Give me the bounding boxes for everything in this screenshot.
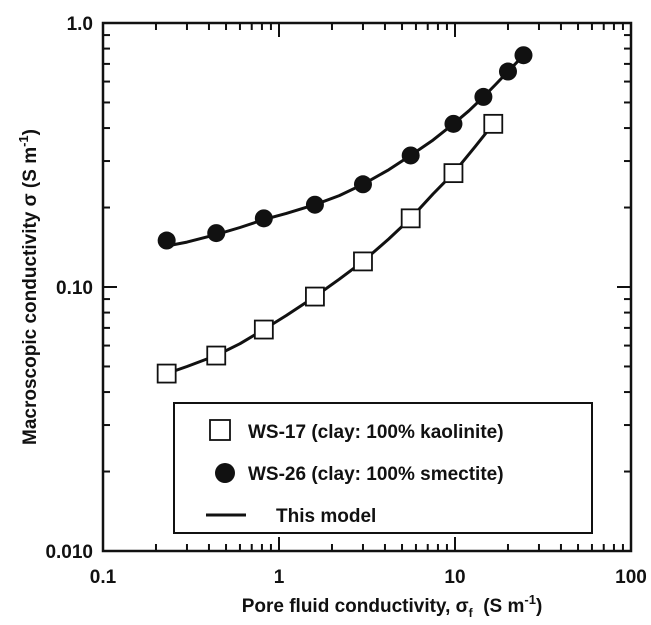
legend-marker-open-square	[209, 419, 231, 441]
y-tick-label: 1.0	[67, 14, 93, 35]
data-point-ws26	[157, 231, 176, 250]
data-point-ws17	[443, 163, 464, 184]
axis-ticks	[102, 23, 631, 552]
y-tick-label: 0.10	[56, 278, 93, 299]
data-point-ws26	[401, 146, 420, 165]
data-point-ws17	[156, 363, 177, 384]
legend-box	[173, 402, 593, 534]
legend-label-ws17: WS-17 (clay: 100% kaolinite)	[248, 422, 504, 443]
model-curve-0	[166, 122, 495, 376]
data-point-ws17	[400, 208, 421, 229]
data-point-ws17	[353, 251, 373, 272]
data-point-ws17	[305, 286, 325, 307]
data-point-ws26	[498, 62, 517, 81]
data-point-ws26	[474, 87, 493, 106]
x-tick-label: 100	[615, 567, 647, 588]
y-axis-title: Macroscopic conductivity σ (S m-1)	[16, 129, 41, 445]
data-point-ws26	[207, 224, 226, 243]
model-curves	[166, 54, 525, 376]
tick-labels: 0.1 1 10 100 0.010 0.10 1.0	[45, 14, 646, 588]
data-point-ws26	[254, 209, 273, 228]
x-tick-label: 1	[274, 567, 285, 588]
legend: WS-17 (clay: 100% kaolinite) WS-26 (clay…	[173, 402, 593, 534]
data-point-ws26	[353, 175, 372, 194]
legend-marker-filled-circle	[215, 463, 235, 483]
data-point-ws17	[253, 319, 274, 340]
x-tick-label: 10	[444, 567, 465, 588]
data-point-ws17	[206, 345, 227, 366]
data-point-ws26	[305, 195, 324, 214]
data-point-ws26	[514, 46, 533, 65]
data-point-ws17	[483, 113, 504, 134]
data-markers	[156, 46, 533, 384]
x-tick-label: 0.1	[90, 567, 117, 588]
legend-label-model: This model	[276, 506, 376, 527]
legend-label-ws26: WS-26 (clay: 100% smectite)	[248, 464, 504, 485]
model-curve-1	[166, 54, 525, 248]
y-tick-label: 0.010	[45, 542, 93, 563]
data-point-ws26	[444, 114, 463, 133]
x-axis-title: Pore fluid conductivity, σf (S m-1)	[242, 592, 543, 620]
